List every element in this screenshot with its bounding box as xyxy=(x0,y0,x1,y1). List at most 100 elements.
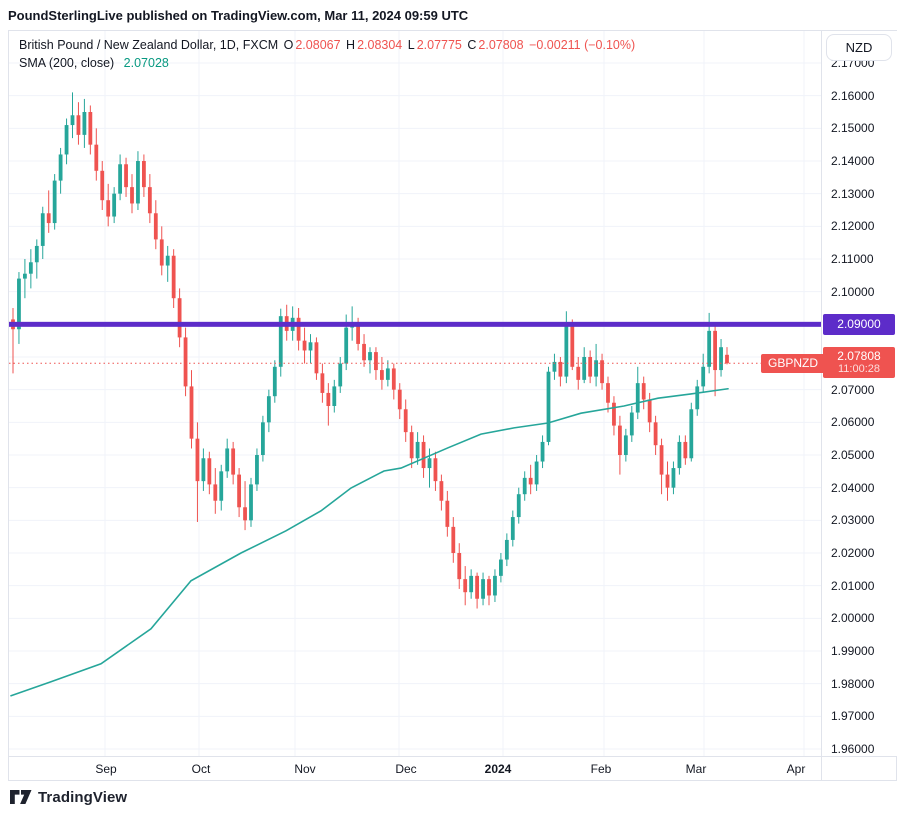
candle-body xyxy=(52,180,57,224)
price-tick-label: 2.12000 xyxy=(831,219,875,234)
candle-body xyxy=(338,363,343,387)
candle-body xyxy=(213,484,218,501)
candle-body xyxy=(499,559,503,576)
candle-body xyxy=(302,340,307,351)
price-tick-label: 1.99000 xyxy=(831,644,875,658)
candle-body xyxy=(40,213,45,246)
price-tick-label: 2.11000 xyxy=(831,252,874,266)
candle-body xyxy=(665,474,670,488)
candle-body xyxy=(683,441,688,459)
candle-body xyxy=(409,432,414,459)
candle-body xyxy=(261,422,265,455)
candle-body xyxy=(606,383,610,403)
candle-body xyxy=(385,368,390,380)
horizontal-price-line xyxy=(9,321,821,327)
candle-body xyxy=(183,337,188,387)
time-tick-label: Apr xyxy=(786,761,806,776)
price-axis[interactable]: NZD 2.09000 2.07808 11:00:28 2.17000 2.16… xyxy=(821,31,897,756)
time-tick-label: Mar xyxy=(685,761,707,776)
price-tick-label: 2.00000 xyxy=(831,611,875,626)
candle-body xyxy=(308,342,313,351)
tradingview-attribution[interactable]: TradingView xyxy=(10,789,127,806)
candle-body xyxy=(165,255,170,266)
candle-body xyxy=(278,316,283,367)
candle-body xyxy=(362,343,366,361)
sma-200-line xyxy=(10,387,729,697)
price-tick-label: 2.06000 xyxy=(831,415,875,430)
candle-body xyxy=(368,352,372,361)
candle-body xyxy=(100,170,105,201)
candle-body xyxy=(504,539,509,560)
candle-body xyxy=(689,409,694,459)
candle-body xyxy=(219,471,224,501)
candle-body xyxy=(189,386,194,439)
price-tick-label: 1.96000 xyxy=(831,742,875,756)
tradingview-logo-icon xyxy=(10,790,32,804)
candle-body xyxy=(17,278,21,330)
candle-body xyxy=(707,330,712,367)
chart-pane[interactable]: GBPNZD British Pound / New Zealand Dolla… xyxy=(9,31,826,756)
candle-body xyxy=(469,575,474,593)
candle-body xyxy=(582,357,587,380)
candle-body xyxy=(34,245,39,263)
price-tick-label: 2.13000 xyxy=(831,186,875,201)
candle-body xyxy=(231,448,236,475)
price-tick-label: 2.01000 xyxy=(831,578,875,593)
candle-body xyxy=(439,481,444,501)
candle-body xyxy=(659,445,664,475)
candle-body xyxy=(671,468,676,488)
candle-body xyxy=(594,360,598,377)
candle-body xyxy=(635,383,640,413)
price-tick-label: 2.03000 xyxy=(831,513,875,528)
candlestick-chart[interactable] xyxy=(9,31,821,756)
candle-body xyxy=(397,389,402,410)
candle-body xyxy=(76,115,81,135)
candle-body xyxy=(415,441,420,459)
candle-body xyxy=(255,455,259,485)
candle-body xyxy=(201,458,206,482)
candle-body xyxy=(225,448,230,472)
candle-body xyxy=(207,458,212,485)
candle-body xyxy=(70,115,75,126)
candle-body xyxy=(136,161,140,204)
candle-body xyxy=(487,579,491,596)
price-tick-label: 2.16000 xyxy=(831,88,875,103)
price-tick-label: 2.05000 xyxy=(831,448,875,462)
chart-widget: GBPNZD British Pound / New Zealand Dolla… xyxy=(8,30,897,781)
tradingview-brand-text: TradingView xyxy=(38,789,128,806)
candle-body xyxy=(332,386,337,406)
candle-body xyxy=(159,239,164,266)
symbol-price-tag: GBPNZD xyxy=(761,353,826,373)
candle-body xyxy=(118,164,122,194)
currency-button-label: NZD xyxy=(845,40,873,55)
candle-body xyxy=(237,474,241,508)
candle-body xyxy=(618,425,622,455)
candle-body xyxy=(552,361,557,372)
price-tick-label: 2.07000 xyxy=(831,382,875,397)
candle-body xyxy=(106,200,111,217)
candle-body xyxy=(647,399,652,423)
bar-countdown: 11:00:28 xyxy=(837,363,880,376)
candle-body xyxy=(695,386,700,410)
price-tick-label: 1.97000 xyxy=(831,709,875,724)
axis-corner xyxy=(821,756,896,780)
candle-body xyxy=(421,441,426,469)
candle-body xyxy=(510,517,515,540)
price-tick-label: 2.15000 xyxy=(831,121,875,136)
candle-body xyxy=(344,327,349,364)
candle-body xyxy=(445,500,450,527)
time-axis[interactable]: Sep Oct Nov Dec 2024 Feb Mar Apr xyxy=(9,756,896,780)
candle-body xyxy=(451,526,456,553)
candle-body xyxy=(564,325,569,377)
candle-body xyxy=(481,579,485,599)
candle-body xyxy=(558,361,563,377)
candle-body xyxy=(588,357,593,377)
candle-body xyxy=(516,494,521,518)
candle-body xyxy=(522,477,527,495)
candle-body xyxy=(534,461,539,485)
candle-body xyxy=(623,435,628,455)
candle-body xyxy=(612,402,616,426)
currency-button[interactable]: NZD xyxy=(826,34,892,61)
candle-body xyxy=(314,342,319,374)
candle-body xyxy=(380,370,384,380)
